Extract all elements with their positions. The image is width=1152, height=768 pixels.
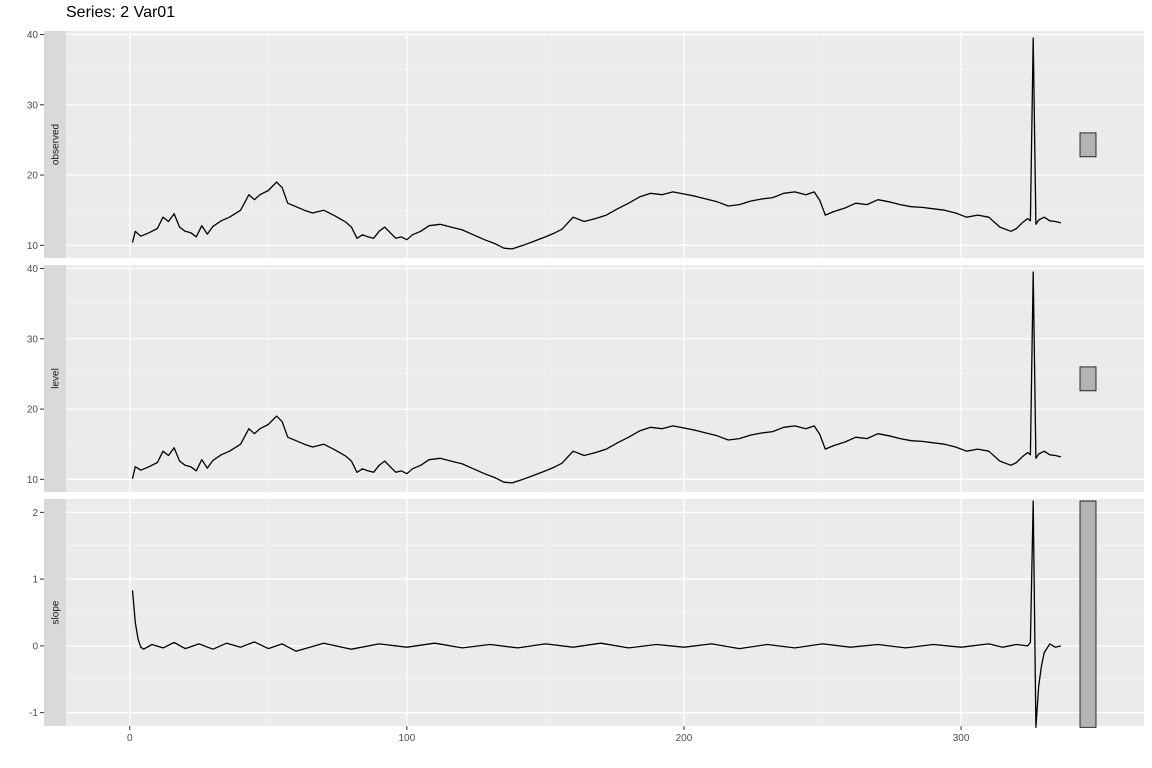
- y-tick-label: 40: [27, 30, 39, 41]
- strip-label-observed: observed: [51, 124, 62, 165]
- x-axis: 0 100 200 300: [127, 726, 970, 744]
- series-line-observed: [131, 37, 1062, 250]
- x-tick-label: 200: [676, 733, 693, 744]
- panel-slope: slope -1 0 1 2: [29, 499, 1144, 728]
- plot-bg-level: [66, 265, 1144, 492]
- x-tick-label: 300: [953, 733, 970, 744]
- x-tick-label: 100: [399, 733, 416, 744]
- strip-observed: [44, 31, 66, 258]
- y-tick-label: -1: [29, 708, 38, 719]
- y-tick-label: 10: [27, 475, 39, 486]
- y-tick-label: 0: [32, 641, 38, 652]
- y-tick-label: 30: [27, 100, 39, 111]
- y-tick-label: 1: [32, 575, 38, 586]
- series-line-level: [131, 271, 1062, 484]
- y-tick-label: 20: [27, 171, 39, 182]
- y-tick-label: 2: [32, 508, 38, 519]
- y-tick-label: 30: [27, 334, 39, 345]
- strip-label-slope: slope: [51, 600, 62, 624]
- range-bar-observed: [1079, 132, 1097, 158]
- series-line-slope: [131, 500, 1062, 728]
- range-bar-slope: [1079, 500, 1097, 728]
- y-tick-label: 10: [27, 241, 39, 252]
- range-bar-level: [1079, 366, 1097, 392]
- strip-level: [44, 265, 66, 492]
- strip-label-level: level: [51, 368, 62, 389]
- chart-title: Series: 2 Var01: [66, 4, 176, 21]
- panel-level: level 10 20 30 40: [27, 264, 1144, 492]
- strip-slope: [44, 499, 66, 726]
- y-tick-label: 20: [27, 405, 39, 416]
- x-tick-label: 0: [127, 733, 133, 744]
- y-tick-label: 40: [27, 264, 39, 275]
- plot-bg-observed: [66, 31, 1144, 258]
- panels-layer: observed 10 20 30 40 level 10 20 30 40 slope -1 0 1 2: [27, 30, 1144, 728]
- panel-observed: observed 10 20 30 40: [27, 30, 1144, 258]
